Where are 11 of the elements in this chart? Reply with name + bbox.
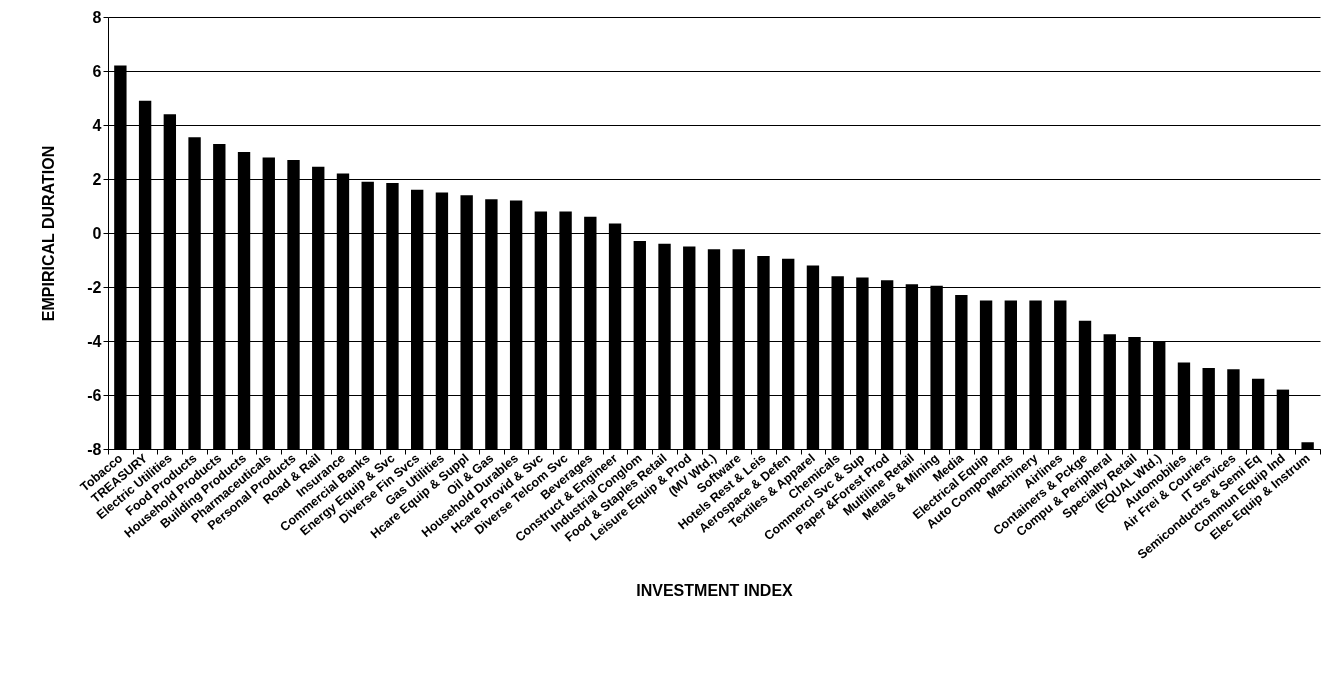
y-tick-label: -4 [87, 332, 102, 350]
y-tick-label: 6 [92, 62, 102, 80]
y-tick-label: 2 [92, 170, 102, 188]
x-axis-title: INVESTMENT INDEX [636, 582, 794, 600]
y-tick-label: -6 [87, 386, 102, 404]
y-tick-label: -8 [87, 440, 102, 458]
y-tick-label: 8 [92, 8, 102, 26]
y-tick-label: 0 [92, 224, 102, 242]
y-tick-label: -2 [87, 278, 102, 296]
y-axis-title: EMPIRICAL DURATION [40, 145, 58, 322]
y-tick-label: 4 [92, 116, 102, 134]
